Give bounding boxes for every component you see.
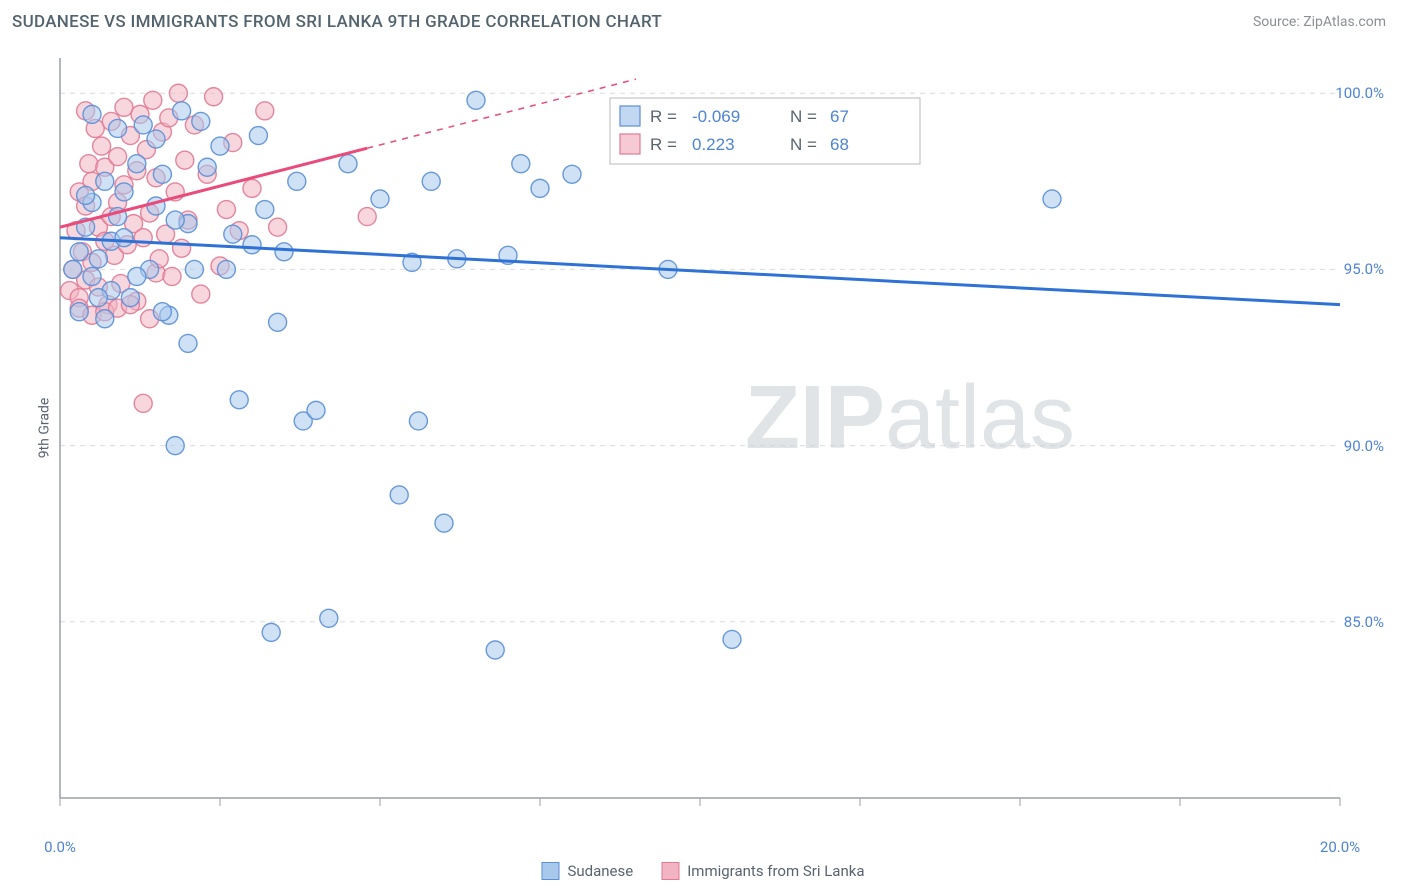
chart-header: SUDANESE VS IMMIGRANTS FROM SRI LANKA 9T…	[0, 0, 1406, 38]
svg-text:R =: R =	[650, 107, 677, 126]
legend-swatch	[661, 862, 679, 880]
chart-area: ZIPatlasR = -0.069N = 67R = 0.223N = 68 …	[50, 48, 1390, 828]
svg-text:ZIPatlas: ZIPatlas	[745, 368, 1075, 468]
svg-text:N =: N =	[790, 107, 817, 126]
svg-text:R =: R =	[650, 135, 677, 154]
legend-item-sudanese: Sudanese	[541, 862, 633, 880]
legend-label: Immigrants from Sri Lanka	[687, 862, 864, 880]
x-tick-label: 20.0%	[1320, 838, 1360, 856]
svg-text:N =: N =	[790, 135, 817, 154]
chart-title: SUDANESE VS IMMIGRANTS FROM SRI LANKA 9T…	[12, 12, 662, 32]
y-tick-label: 95.0%	[1344, 260, 1384, 278]
bottom-legend: Sudanese Immigrants from Sri Lanka	[541, 862, 864, 880]
svg-text:67: 67	[830, 107, 849, 126]
legend-swatch	[541, 862, 559, 880]
chart-svg: ZIPatlas R = -0.069 N = 67 R = 0.223 N = 68	[50, 48, 1390, 828]
y-tick-label: 90.0%	[1344, 437, 1384, 455]
legend-item-srilanka: Immigrants from Sri Lanka	[661, 862, 864, 880]
chart-source: Source: ZipAtlas.com	[1253, 14, 1386, 30]
y-tick-label: 100.0%	[1335, 84, 1384, 102]
svg-text:0.223: 0.223	[692, 135, 735, 154]
x-tick-label: 0.0%	[44, 838, 76, 856]
y-tick-label: 85.0%	[1344, 613, 1384, 631]
svg-text:-0.069: -0.069	[692, 107, 740, 126]
svg-text:68: 68	[830, 135, 849, 154]
legend-label: Sudanese	[567, 862, 633, 880]
